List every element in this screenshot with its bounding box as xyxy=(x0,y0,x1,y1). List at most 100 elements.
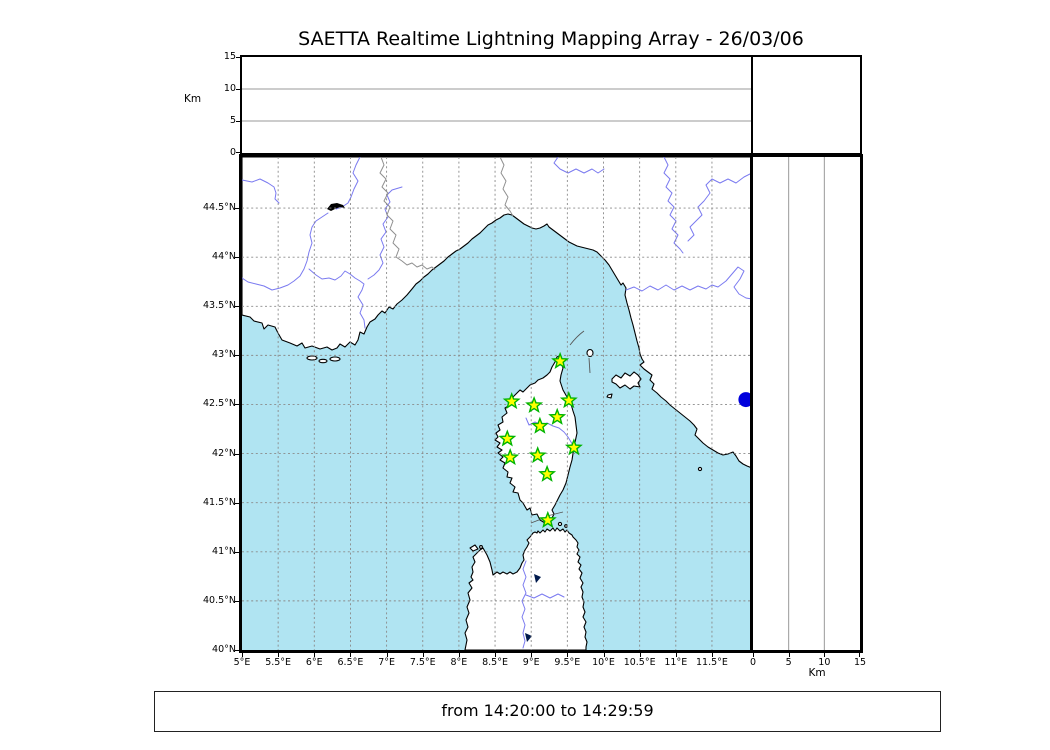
station-marker xyxy=(501,448,520,466)
lon-tick-label: 9.5°E xyxy=(554,657,581,668)
top-alt-tick-label: 10 xyxy=(223,83,236,94)
lakes-layer xyxy=(327,203,541,642)
sardinia-coast xyxy=(464,527,588,651)
axis-tick xyxy=(314,653,316,657)
axis-tick xyxy=(235,600,239,602)
lon-tick-label: 11°E xyxy=(664,657,688,668)
mainland-coast xyxy=(241,156,753,469)
axis-tick xyxy=(235,355,239,357)
right-panel-x-unit-label: Km xyxy=(808,667,826,679)
top-alt-tick-label: 5 xyxy=(229,115,236,126)
axis-tick xyxy=(753,653,754,657)
axis-tick xyxy=(235,649,239,651)
alpine-lake xyxy=(327,203,345,211)
map-gridlines xyxy=(242,157,752,650)
lat-tick-label: 41°N xyxy=(212,545,236,557)
corsica-coast xyxy=(494,355,578,524)
land-layer xyxy=(241,156,753,651)
altitude-gridlines-right xyxy=(788,157,825,650)
axis-tick xyxy=(675,653,677,657)
lon-tick-label: 6.5°E xyxy=(337,657,364,668)
capraia-island xyxy=(586,348,594,358)
altitude-vs-latitude-panel xyxy=(750,154,863,653)
pianosa-island xyxy=(606,393,613,399)
axis-tick xyxy=(235,502,239,504)
altitude-vs-longitude-plot xyxy=(242,88,752,122)
axis-tick xyxy=(386,653,388,657)
station-marker xyxy=(538,510,557,528)
axis-tick xyxy=(531,653,533,657)
lon-tick-label: 6°E xyxy=(305,657,323,668)
station-marker xyxy=(528,446,547,464)
axis-tick xyxy=(236,57,240,58)
station-marker xyxy=(559,391,578,409)
lightning-events-layer xyxy=(738,392,754,408)
axis-tick xyxy=(639,653,641,657)
top-alt-tick-label: 15 xyxy=(223,51,236,62)
rivers-layer xyxy=(241,156,753,649)
axis-tick xyxy=(567,653,569,657)
station-marker xyxy=(564,438,583,456)
lat-tick-label: 40.5°N xyxy=(202,594,236,606)
axis-tick xyxy=(603,653,605,657)
axis-tick xyxy=(235,551,239,553)
axis-tick xyxy=(235,306,239,308)
axis-tick xyxy=(235,208,239,210)
corner-panel xyxy=(751,55,862,155)
axis-tick xyxy=(788,653,790,657)
lat-tick-label: 40°N xyxy=(212,643,236,655)
axis-tick xyxy=(859,653,860,657)
station-markers-layer xyxy=(498,351,583,528)
lat-tick-label: 43°N xyxy=(212,349,236,361)
altitude-vs-longitude-panel xyxy=(240,55,754,155)
axis-tick xyxy=(235,453,239,455)
axis-tick xyxy=(458,653,460,657)
lon-tick-label: 9°E xyxy=(522,657,540,668)
lat-tick-label: 43.5°N xyxy=(202,300,236,312)
lon-tick-label: 7°E xyxy=(378,657,395,668)
sardinia-lake-1 xyxy=(534,574,541,583)
axis-tick xyxy=(235,257,239,259)
station-marker xyxy=(525,395,544,414)
top-alt-tick-label: 0 xyxy=(229,147,236,158)
axis-tick xyxy=(242,653,243,657)
axis-tick xyxy=(495,653,497,657)
right-alt-tick-label: 5 xyxy=(785,657,792,668)
station-marker xyxy=(538,464,557,482)
station-marker xyxy=(502,392,521,410)
asinara-island xyxy=(469,544,479,552)
lon-tick-label: 7.5°E xyxy=(409,657,436,668)
time-window-box: from 14:20:00 to 14:29:59 xyxy=(154,691,941,732)
axis-tick xyxy=(236,152,240,153)
figure-title: SAETTA Realtime Lightning Mapping Array … xyxy=(298,28,804,50)
axis-tick xyxy=(824,653,826,657)
right-alt-tick-label: 15 xyxy=(853,657,867,668)
lon-tick-label: 8°E xyxy=(450,657,468,668)
lat-tick-label: 44°N xyxy=(212,251,236,263)
hyeres-island-1 xyxy=(306,355,318,361)
station-marker xyxy=(530,416,549,434)
hyeres-island-2 xyxy=(318,358,328,364)
sea-contour-lines xyxy=(530,330,591,524)
altitude-gridlines xyxy=(242,88,752,122)
map-panel xyxy=(239,154,755,653)
lat-tick-label: 44.5°N xyxy=(202,202,236,214)
axis-tick xyxy=(236,89,240,90)
lat-tick-label: 42.5°N xyxy=(202,398,236,410)
giglio-island xyxy=(697,466,703,472)
lon-tick-label: 10°E xyxy=(592,657,615,668)
geographic-map xyxy=(241,156,754,651)
lat-tick-label: 41.5°N xyxy=(202,496,236,508)
lon-tick-label: 5°E xyxy=(233,657,251,668)
axis-tick xyxy=(711,653,713,657)
axis-tick xyxy=(235,404,239,406)
station-marker xyxy=(551,351,570,369)
sardinia-lake-2 xyxy=(525,633,532,642)
axis-tick xyxy=(350,653,352,657)
lon-tick-label: 11.5°E xyxy=(695,657,728,668)
right-alt-tick-label: 0 xyxy=(749,657,757,668)
axis-tick xyxy=(236,121,240,122)
elba-island xyxy=(611,371,642,390)
axis-tick xyxy=(422,653,424,657)
altitude-vs-latitude-plot xyxy=(788,157,825,650)
